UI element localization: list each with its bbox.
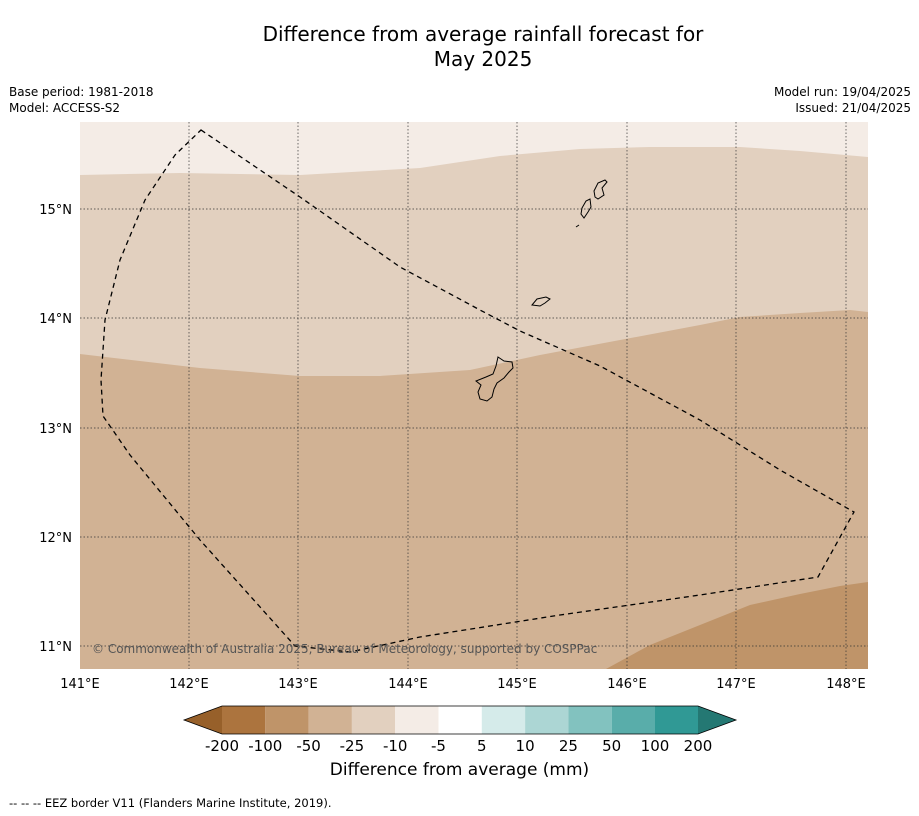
colorbar-tick: -100 bbox=[248, 737, 282, 755]
colorbar-extend-low bbox=[184, 706, 222, 734]
colorbar-segment bbox=[222, 706, 266, 734]
grid-lines bbox=[80, 122, 868, 669]
island-guam bbox=[475, 356, 514, 402]
base-period: Base period: 1981-2018 bbox=[9, 85, 154, 99]
lon-label-141: 141°E bbox=[60, 677, 100, 692]
lon-label-147: 147°E bbox=[716, 677, 756, 692]
colorbar-tick: -5 bbox=[431, 737, 446, 755]
island-tinian bbox=[580, 198, 592, 219]
lon-label-142: 142°E bbox=[169, 677, 209, 692]
map-field: © Commonwealth of Australia 2025, Bureau… bbox=[80, 122, 868, 669]
lon-label-145: 145°E bbox=[497, 677, 537, 692]
lat-label-12: 12°N bbox=[39, 531, 72, 546]
meta-right: Model run: 19/04/2025 Issued: 21/04/2025 bbox=[774, 84, 911, 116]
colorbar-segment bbox=[395, 706, 439, 734]
lon-label-148: 148°E bbox=[826, 677, 866, 692]
colorbar-extend-high bbox=[698, 706, 736, 734]
island-saipan bbox=[593, 179, 608, 200]
model-name: Model: ACCESS-S2 bbox=[9, 101, 121, 115]
band-minus-25-50 bbox=[80, 310, 868, 669]
colorbar-tick: 25 bbox=[559, 737, 578, 755]
lat-axis-labels: 15°N 14°N 13°N 12°N 11°N bbox=[39, 203, 72, 655]
eez-border bbox=[100, 129, 855, 653]
map-title: Difference from average rainfall forecas… bbox=[0, 22, 919, 72]
model-run: Model run: 19/04/2025 bbox=[773, 85, 911, 99]
colorbar-segment bbox=[481, 706, 526, 734]
colorbar-segment bbox=[525, 706, 569, 734]
lat-label-13: 13°N bbox=[39, 422, 72, 437]
colorbar-tick: -50 bbox=[296, 737, 321, 755]
colorbar-tick: 50 bbox=[602, 737, 621, 755]
colorbar-tick: -200 bbox=[205, 737, 239, 755]
lon-label-146: 146°E bbox=[607, 677, 647, 692]
title-line-2: May 2025 bbox=[433, 47, 533, 71]
colorbar-segment bbox=[351, 706, 396, 734]
colorbar-ticks: -200 -100 -50 -25 -10 -5 5 10 25 50 100 … bbox=[205, 737, 712, 755]
colorbar-tick: -10 bbox=[383, 737, 408, 755]
colorbar-segment bbox=[438, 706, 482, 734]
title-line-1: Difference from average rainfall forecas… bbox=[262, 22, 704, 46]
lat-label-15: 15°N bbox=[39, 203, 72, 218]
meta-left: Base period: 1981-2018 Model: ACCESS-S2 bbox=[9, 84, 154, 116]
colorbar: -200 -100 -50 -25 -10 -5 5 10 25 50 100 … bbox=[182, 705, 738, 755]
colorbar-tick: 5 bbox=[477, 737, 487, 755]
islands bbox=[475, 179, 608, 402]
lat-label-14: 14°N bbox=[39, 312, 72, 327]
island-aguijan bbox=[575, 224, 580, 228]
colorbar-segment bbox=[308, 706, 352, 734]
colorbar-segment bbox=[655, 706, 698, 734]
colorbar-segment bbox=[265, 706, 309, 734]
lon-axis-labels: 141°E 142°E 143°E 144°E 145°E 146°E 147°… bbox=[60, 677, 866, 692]
colorbar-segment bbox=[611, 706, 655, 734]
island-rota bbox=[531, 296, 551, 307]
colorbar-tick: 200 bbox=[684, 737, 713, 755]
colorbar-segments bbox=[222, 706, 698, 734]
colorbar-segment bbox=[568, 706, 612, 734]
colorbar-tick: -25 bbox=[340, 737, 365, 755]
colorbar-outline bbox=[182, 705, 738, 735]
lat-label-11: 11°N bbox=[39, 640, 72, 655]
eez-footnote: -- -- -- EEZ border V11 (Flanders Marine… bbox=[9, 796, 332, 810]
colorbar-tick: 10 bbox=[516, 737, 535, 755]
colorbar-label: Difference from average (mm) bbox=[329, 760, 590, 780]
band-minus-50-100 bbox=[606, 582, 868, 669]
copyright-text: © Commonwealth of Australia 2025, Bureau… bbox=[92, 642, 597, 656]
lon-label-143: 143°E bbox=[278, 677, 318, 692]
rainfall-map: © Commonwealth of Australia 2025, Bureau… bbox=[39, 122, 868, 755]
lon-label-144: 144°E bbox=[388, 677, 428, 692]
issued-date: Issued: 21/04/2025 bbox=[795, 101, 911, 115]
colorbar-tick: 100 bbox=[641, 737, 670, 755]
